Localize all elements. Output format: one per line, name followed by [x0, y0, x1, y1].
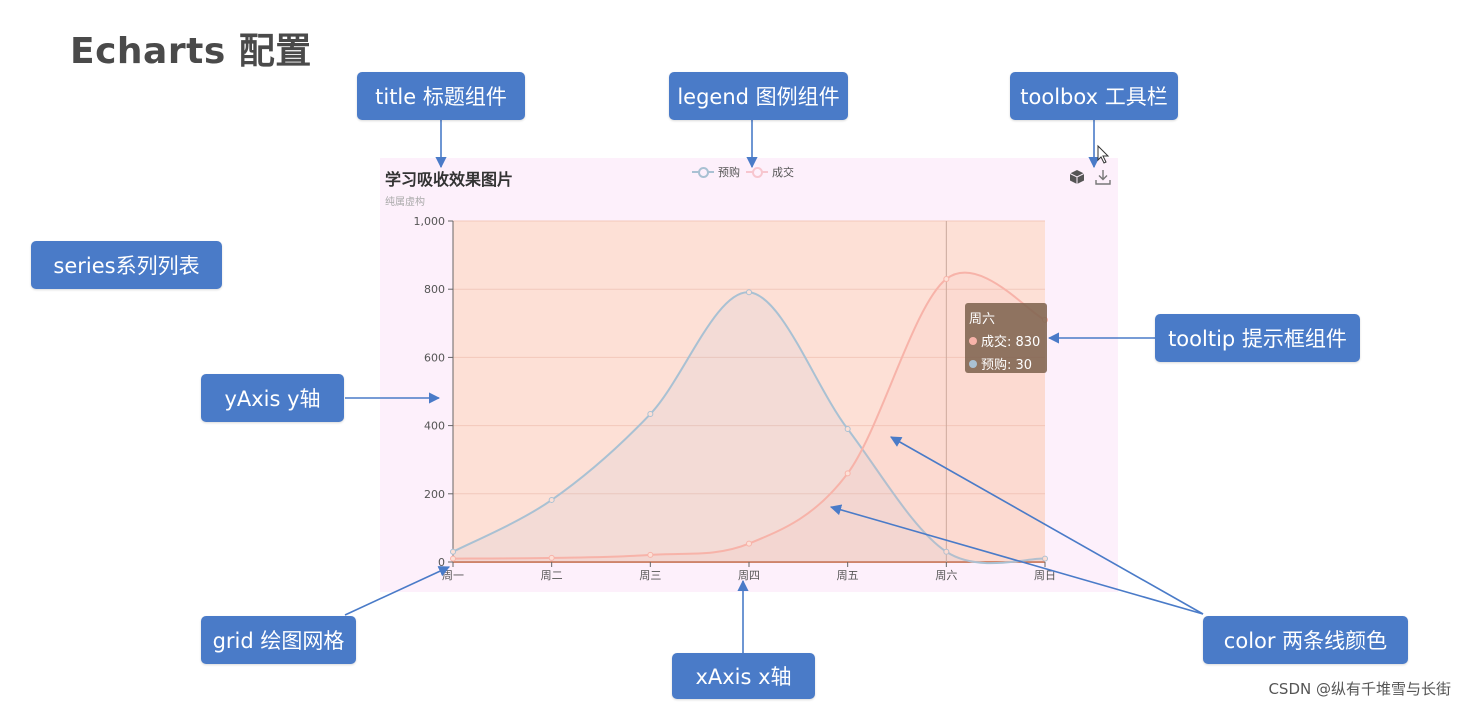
- data-point: [647, 551, 654, 558]
- x-tick-label: 周二: [541, 569, 563, 582]
- data-point: [548, 496, 555, 503]
- watermark: CSDN @纵有千堆雪与长街: [1268, 680, 1451, 698]
- arrow-color-2: [829, 504, 1204, 615]
- label-yaxis: yAxis y轴: [201, 374, 344, 422]
- label-title: title 标题组件: [357, 72, 525, 120]
- tooltip-value: 预购: 30: [981, 358, 1033, 373]
- data-point: [450, 555, 456, 562]
- annotation-arrows: [344, 120, 1204, 653]
- data-point: [844, 426, 851, 433]
- x-tick-label: 周日: [1034, 569, 1056, 582]
- data-point: [1042, 555, 1048, 562]
- x-tick-label: 周一: [442, 569, 464, 582]
- label-grid: grid 绘图网格: [201, 616, 356, 664]
- data-point: [746, 540, 752, 547]
- page-title: Echarts 配置: [70, 31, 312, 72]
- y-tick-label: 0: [438, 556, 445, 569]
- data-point: [548, 554, 555, 561]
- x-tick-label: 周五: [837, 569, 859, 582]
- y-tick-label: 800: [424, 283, 445, 296]
- arrow-color-1: [890, 436, 1204, 615]
- download-icon[interactable]: [1094, 168, 1112, 186]
- chart-title: 学习吸收效果图片: [385, 170, 514, 189]
- x-tick-label: 周四: [738, 569, 760, 582]
- y-tick-label: 200: [424, 488, 445, 501]
- data-point: [647, 411, 654, 418]
- data-point: [450, 548, 456, 555]
- tooltip-header: 周六: [969, 312, 996, 327]
- y-tick-label: 400: [424, 420, 445, 433]
- cube-icon[interactable]: [1068, 168, 1086, 186]
- series-dot-icon: [969, 359, 977, 368]
- legend-label: 成交: [772, 166, 794, 179]
- label-xaxis: xAxis x轴: [672, 653, 815, 699]
- mouse-cursor-icon: [1097, 144, 1110, 164]
- series-area-1: [453, 272, 1045, 562]
- legend-label: 预购: [718, 166, 740, 179]
- y-tick-label: 1,000: [414, 215, 446, 228]
- tooltip-value: 成交: 830: [981, 335, 1041, 350]
- series-dot-icon: [969, 336, 977, 345]
- arrow-grid: [344, 566, 451, 616]
- chart-tooltip: 周六 成交: 830 预购: 30: [965, 303, 1047, 373]
- label-legend: legend 图例组件: [669, 72, 848, 120]
- label-series: series系列列表: [31, 241, 222, 289]
- x-tick-label: 周六: [935, 569, 957, 582]
- legend-item-yugou[interactable]: 预购: [692, 164, 740, 180]
- tooltip-row: 成交: 830: [969, 331, 1043, 350]
- data-point: [943, 548, 950, 555]
- data-point: [746, 289, 752, 296]
- x-tick-label: 周三: [639, 569, 661, 582]
- label-tooltip: tooltip 提示框组件: [1155, 314, 1360, 362]
- chart-subtitle: 纯属虚构: [385, 197, 425, 208]
- label-color: color 两条线颜色: [1203, 616, 1408, 664]
- y-tick-label: 600: [424, 351, 445, 364]
- tooltip-row: 预购: 30: [969, 354, 1043, 373]
- legend-line-icon: [692, 166, 714, 178]
- data-point: [943, 275, 950, 282]
- chart-toolbox: [1068, 168, 1112, 186]
- series-area-0: [453, 292, 1045, 564]
- label-toolbox: toolbox 工具栏: [1010, 72, 1178, 120]
- data-point: [844, 470, 851, 477]
